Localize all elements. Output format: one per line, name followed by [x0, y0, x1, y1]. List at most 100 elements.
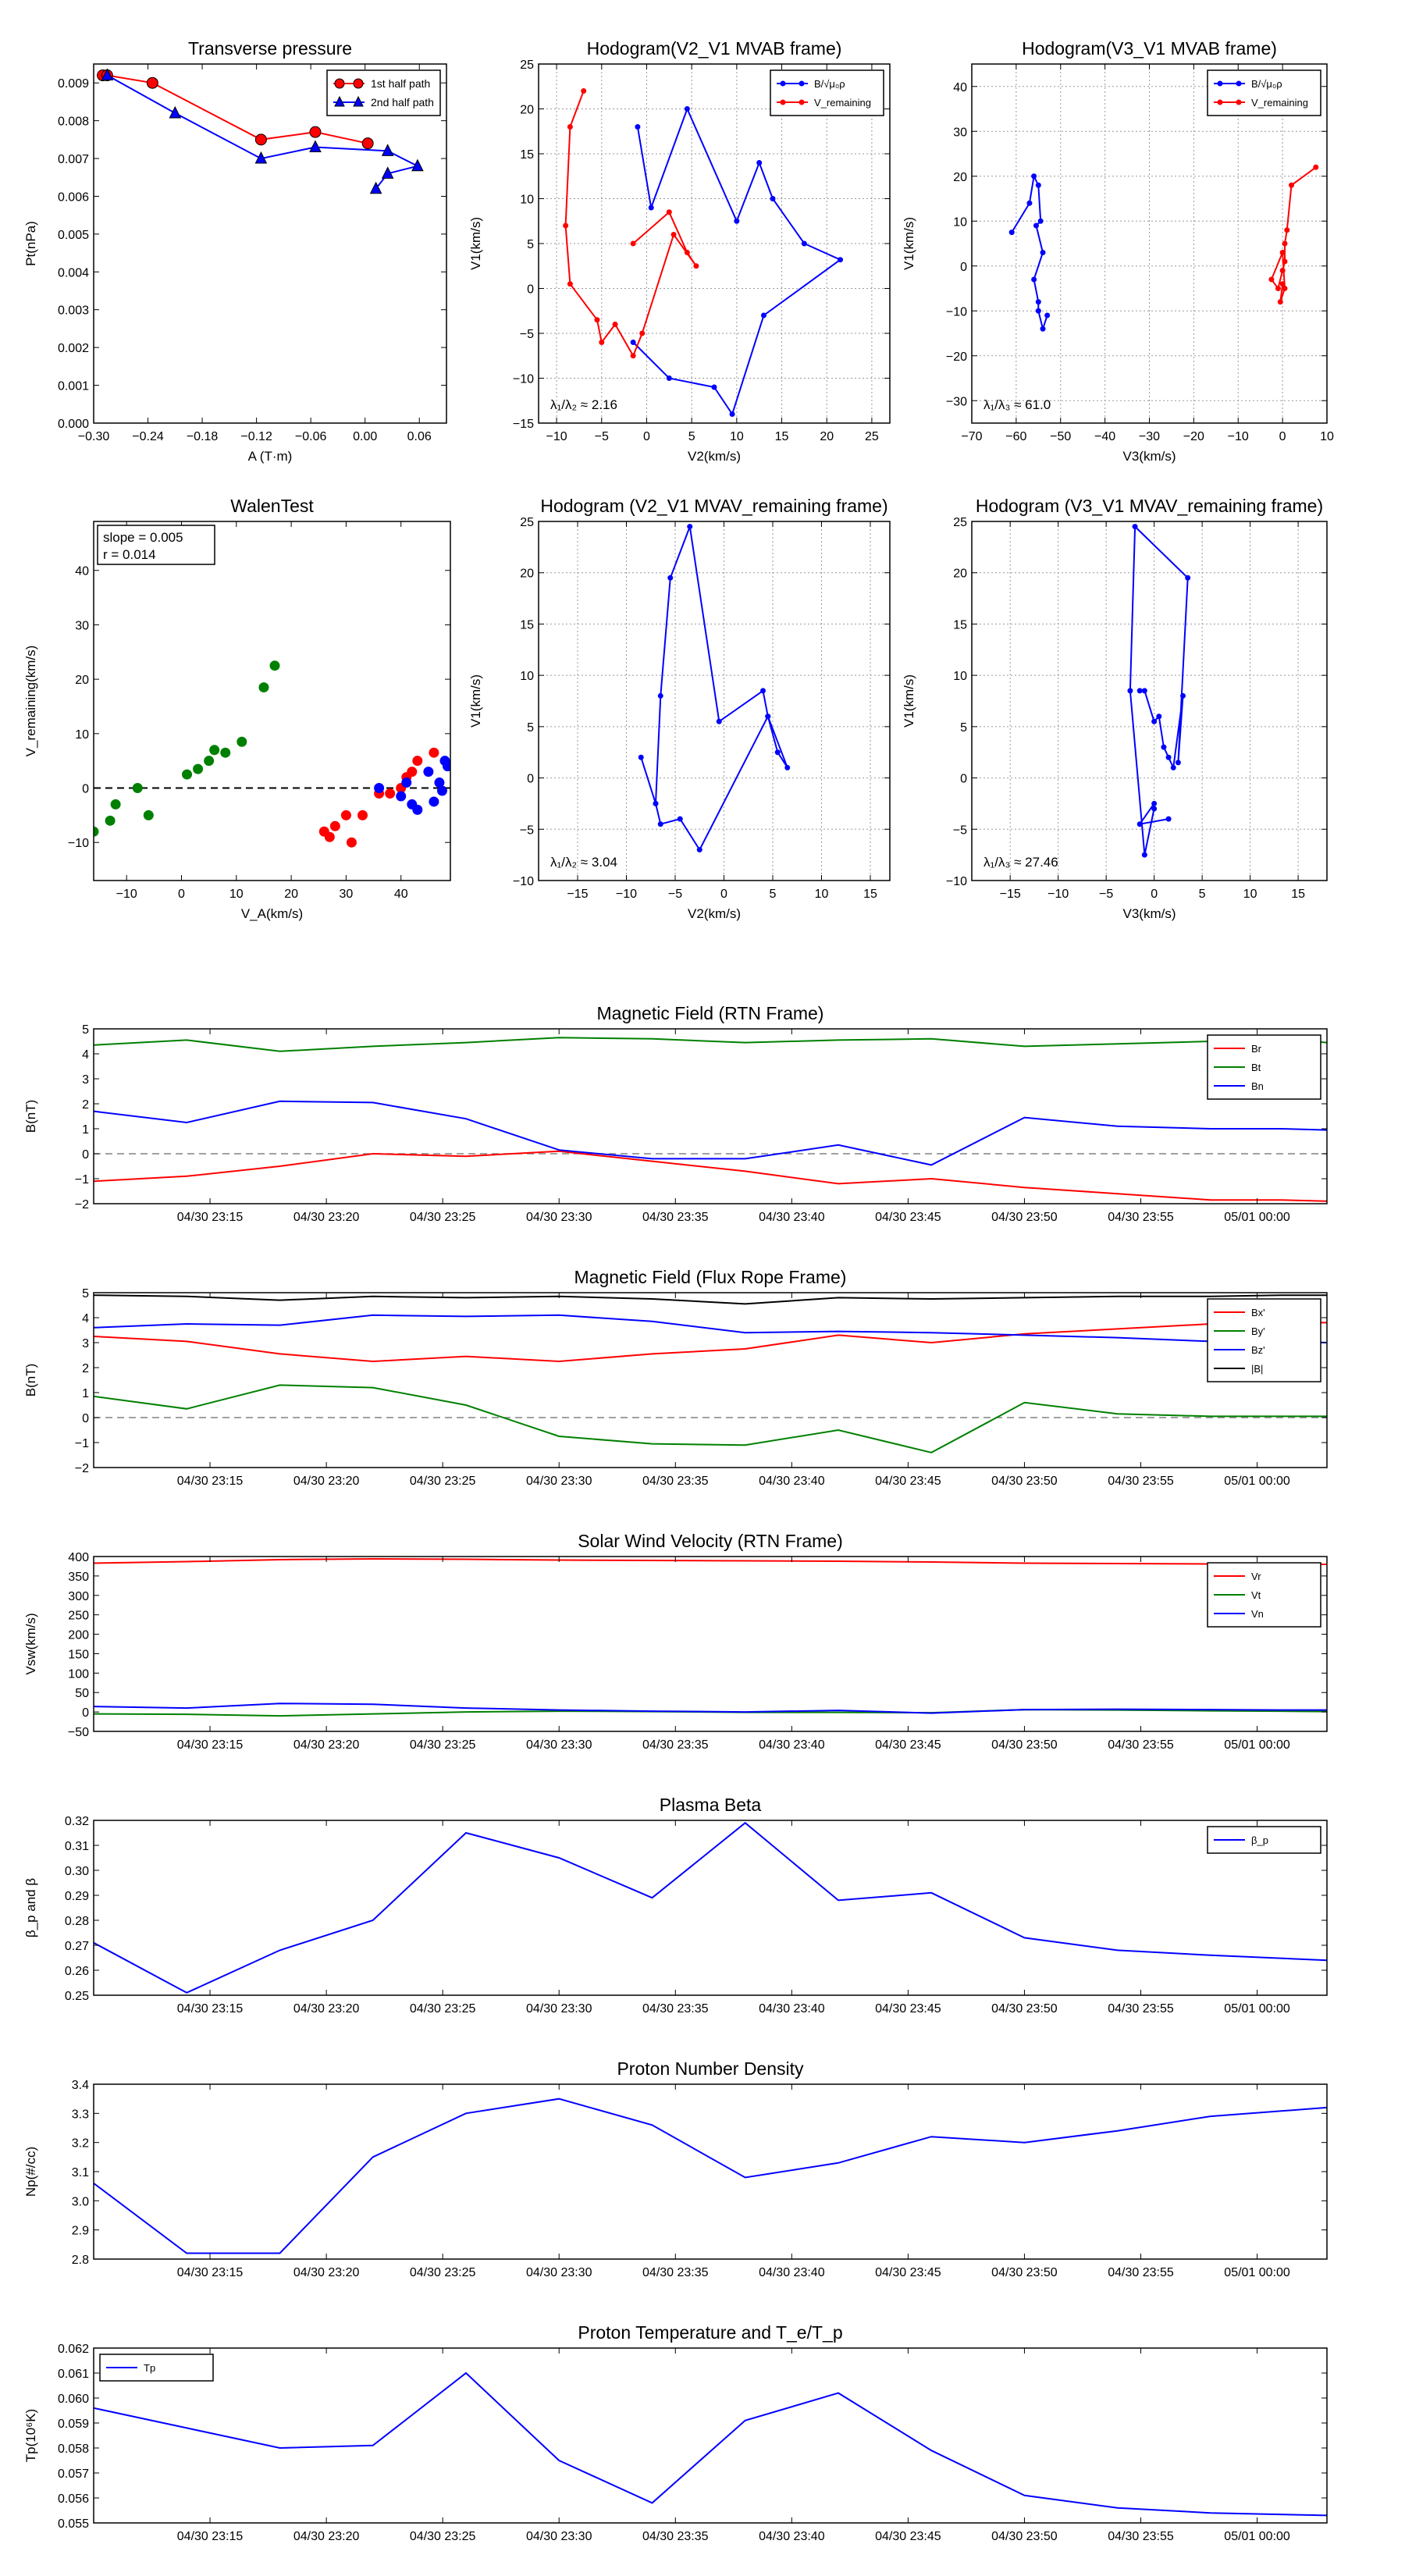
x-tick-label: 04/30 23:20: [293, 2530, 360, 2543]
y-tick-label: 0.009: [58, 77, 89, 91]
data-point: [666, 375, 672, 381]
x-tick-label: 04/30 23:30: [526, 1738, 592, 1752]
data-point: [684, 106, 690, 112]
data-point: [567, 124, 573, 130]
y-tick-label: 0.007: [58, 153, 89, 166]
y-tick-label: 0: [82, 1706, 89, 1720]
axes-frame: [93, 521, 451, 881]
chart-hodogram-v3v1-mvav: −15 −10 −5 0 5 10 15 −10 −5 0 5 10 15 20 25 Hodogram (V…: [902, 496, 1328, 921]
y-tick-label: 3.4: [72, 2079, 89, 2092]
data-point: [612, 322, 618, 327]
y-tick-label: −5: [520, 328, 534, 341]
data-point: [309, 140, 322, 153]
legend-marker: [1236, 99, 1242, 105]
x-tick-label: 04/30 23:40: [759, 1738, 825, 1752]
data-point: [429, 747, 439, 758]
x-tick-label: 04/30 23:35: [642, 2002, 709, 2016]
x-tick-label: 10: [1243, 888, 1257, 901]
eigenvalue-ratio-annotation: λ₁/λ₃ ≈ 61.0: [984, 397, 1051, 412]
legend-label: β_p: [1251, 1834, 1268, 1846]
y-tick-label: 200: [68, 1629, 89, 1642]
data-point: [374, 783, 385, 794]
y-tick-label: 40: [953, 81, 967, 94]
chart-magnetic-field-rtn: 04/30 23:15 04/30 23:20 04/30 23:25 04/30 2…: [23, 1003, 1328, 1224]
data-point: [1313, 164, 1319, 170]
data-point: [838, 257, 844, 263]
y-tick-label: 0.002: [58, 342, 89, 355]
data-point: [693, 263, 699, 269]
chart-title: Plasma Beta: [660, 1795, 762, 1815]
data-point: [1044, 312, 1051, 318]
y-tick-label: 25: [520, 516, 534, 529]
axes-frame: [93, 63, 447, 424]
data-point: [594, 317, 600, 323]
x-tick-label: 05/01 00:00: [1224, 1475, 1290, 1488]
data-point: [1037, 218, 1044, 224]
y-tick-label: 5: [527, 238, 534, 251]
x-tick-label: −50: [1050, 430, 1071, 443]
eigenvalue-ratio-annotation: λ₁/λ₃ ≈ 27.46: [984, 855, 1058, 870]
data-point: [760, 688, 766, 694]
chart-title: Magnetic Field (Flux Rope Frame): [574, 1267, 847, 1287]
chart-hodogram-v2v1-mvab: −10 −5 0 5 10 15 20 25 −15 −10 −5 0 5 10 15 20 25 Hodogra…: [468, 38, 891, 464]
data-point: [774, 749, 781, 756]
y-tick-label: 0.29: [65, 1890, 89, 1903]
y-tick-label: 0.000: [58, 418, 89, 431]
series-line-Bn: [94, 1100, 1327, 1166]
legend-marker: [334, 95, 345, 107]
axes-frame: [93, 2347, 1328, 2524]
y-tick-label: 0: [960, 261, 967, 274]
data-point: [567, 281, 573, 287]
fit-stats-text: r = 0.014: [103, 547, 156, 562]
data-point: [132, 783, 143, 794]
x-tick-label: 04/30 23:45: [875, 2002, 941, 2016]
y-axis-label: V_remaining(km/s): [23, 646, 38, 757]
y-tick-label: 1: [82, 1123, 89, 1137]
y-axis-label: B(nT): [23, 1100, 38, 1133]
y-tick-label: 0.005: [58, 229, 89, 242]
data-point: [361, 137, 374, 150]
series-group: [94, 2371, 1327, 2517]
legend-marker: [1236, 80, 1242, 87]
x-tick-label: 05/01 00:00: [1224, 2266, 1290, 2279]
x-tick-label: 04/30 23:55: [1108, 2002, 1174, 2016]
y-tick-label: 0.058: [58, 2443, 89, 2456]
series-line-2nd half path: [106, 74, 420, 190]
x-tick-label: 04/30 23:40: [759, 2002, 825, 2016]
y-axis-label: Np(#/cc): [23, 2147, 38, 2197]
legend: Vr Vt Vn: [1207, 1562, 1321, 1628]
data-point: [146, 76, 158, 89]
y-tick-label: 20: [953, 171, 967, 184]
x-tick-label: 04/30 23:45: [875, 1211, 941, 1224]
data-point: [204, 756, 215, 767]
y-tick-label: 15: [520, 618, 534, 632]
x-tick-label: 15: [775, 430, 789, 443]
data-point: [324, 831, 335, 842]
data-point: [1141, 852, 1147, 858]
x-tick-label: 0: [643, 430, 650, 443]
x-axis-label: V2(km/s): [688, 906, 741, 921]
x-tick-label: −10: [116, 888, 137, 901]
x-tick-label: 04/30 23:45: [875, 1738, 941, 1752]
x-tick-label: 04/30 23:15: [177, 1738, 244, 1752]
y-tick-label: 15: [953, 618, 967, 632]
data-point: [648, 205, 654, 211]
x-tick-label: 04/30 23:40: [759, 2266, 825, 2279]
data-point: [765, 713, 771, 720]
data-point: [1040, 326, 1046, 332]
data-point: [1275, 286, 1281, 291]
series-line-β_p: [94, 1821, 1327, 1994]
fit-stats-text: slope = 0.005: [103, 530, 183, 545]
series-line-Bt: [94, 1037, 1327, 1052]
x-tick-label: 04/30 23:45: [875, 2266, 941, 2279]
y-tick-label: −10: [946, 305, 967, 318]
chart-title: Magnetic Field (RTN Frame): [597, 1003, 824, 1023]
legend-label: Bx': [1251, 1307, 1265, 1318]
x-tick-label: −10: [1048, 888, 1069, 901]
chart-title: Solar Wind Velocity (RTN Frame): [578, 1531, 843, 1551]
data-point: [309, 126, 322, 138]
y-tick-label: 0.28: [65, 1915, 89, 1928]
y-tick-label: 0.060: [58, 2393, 89, 2406]
legend-label: B/√μ₀ρ: [814, 78, 845, 90]
